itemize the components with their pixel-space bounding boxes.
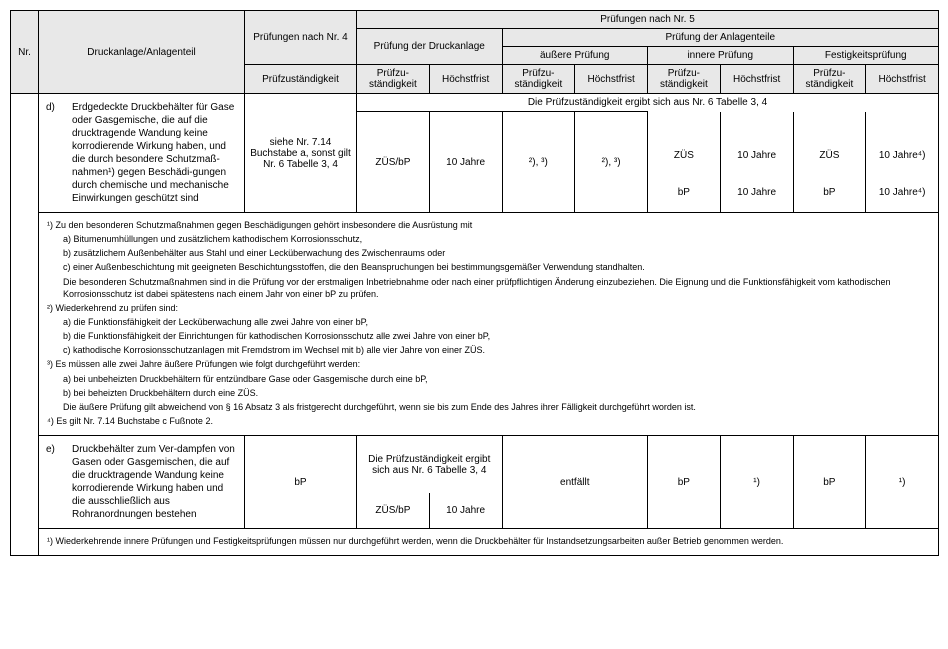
hdr-pr4: Prüfungen nach Nr. 4: [245, 11, 357, 65]
fn-d4: ⁴) Es gilt Nr. 7.14 Buchstabe c Fußnote …: [47, 415, 930, 427]
fn-d1a: a) Bitumenumhüllungen und zusätzlichem k…: [47, 233, 930, 245]
fn-d2b: b) die Funktionsfähigkeit der Einrichtun…: [47, 330, 930, 342]
row-d-fe-prz1: ZÜS: [793, 112, 866, 185]
hdr-druckanlage: Prüfung der Druckanlage: [357, 29, 503, 65]
row-e-note: Die Prüfzuständigkeit ergibt sich aus Nr…: [357, 436, 503, 494]
row-e-pr4: bP: [245, 436, 357, 529]
row-d-text: Erdgedeckte Druckbehälter für Gase oder …: [72, 101, 237, 205]
row-d-ae-prz: ²), ³): [502, 112, 575, 213]
fn-d3t: Die äußere Prüfung gilt abweichend von §…: [47, 401, 930, 413]
hdr-aeussere: äußere Prüfung: [502, 47, 648, 65]
row-d-pr4: siehe Nr. 7.14 Buchstabe a, sonst gilt N…: [245, 94, 357, 213]
row-d-nr-cont: [11, 213, 39, 436]
row-e-letter: e): [46, 443, 64, 521]
fn-d3: ³) Es müssen alle zwei Jahre äußere Prüf…: [47, 358, 930, 370]
row-d-fe-frist1: 10 Jahre⁴): [866, 112, 939, 185]
row-d-desc: d) Erdgedeckte Druckbehälter für Gase od…: [39, 94, 245, 213]
row-e-fe-prz: bP: [793, 436, 866, 529]
fn-d2a: a) die Funktionsfähigkeit der Lecküberwa…: [47, 316, 930, 328]
fn-d3b: b) bei beheizten Druckbehältern durch ei…: [47, 387, 930, 399]
hdr-festigkeit: Festigkeitsprüfung: [793, 47, 939, 65]
row-d-letter: d): [46, 101, 64, 205]
row-d-fe-prz2: bP: [793, 184, 866, 213]
hdr-frist: Höchstfrist: [720, 65, 793, 94]
hdr-anlage: Druckanlage/Anlagenteil: [39, 11, 245, 94]
row-d-dr-frist: 10 Jahre: [429, 112, 502, 213]
row-e-fe-frist: ¹): [866, 436, 939, 529]
row-e-in-frist: ¹): [720, 436, 793, 529]
row-e-nr: [11, 436, 39, 529]
hdr-zustaendigkeit: Prüfzuständigkeit: [245, 65, 357, 94]
row-e-dr-frist: 10 Jahre: [429, 493, 502, 528]
hdr-prz: Prüfzu- ständigkeit: [357, 65, 430, 94]
hdr-frist: Höchstfrist: [575, 65, 648, 94]
row-d-ae-frist: ²), ³): [575, 112, 648, 213]
row-d-nr: [11, 94, 39, 213]
hdr-prz: Prüfzu- ständigkeit: [648, 65, 721, 94]
row-e-in-prz: bP: [648, 436, 721, 529]
row-d-in-prz2: bP: [648, 184, 721, 213]
fn-d1b: b) zusätzlichem Außenbehälter aus Stahl …: [47, 247, 930, 259]
hdr-nr: Nr.: [11, 11, 39, 94]
hdr-prz: Prüfzu- ständigkeit: [502, 65, 575, 94]
row-d-in-prz1: ZÜS: [648, 112, 721, 185]
hdr-pr5: Prüfungen nach Nr. 5: [357, 11, 939, 29]
footnotes-e: ¹) Wiederkehrende innere Prüfungen und F…: [39, 529, 939, 556]
fn-d1t: Die besonderen Schutzmaßnahmen sind in d…: [47, 276, 930, 300]
row-d-dr-prz: ZÜS/bP: [357, 112, 430, 213]
hdr-frist: Höchstfrist: [429, 65, 502, 94]
row-d-in-frist2: 10 Jahre: [720, 184, 793, 213]
regulation-table: Nr. Druckanlage/Anlagenteil Prüfungen na…: [10, 10, 939, 556]
row-e-text: Druckbehälter zum Ver-dampfen von Gasen …: [72, 443, 237, 521]
row-e-dr-prz: ZÜS/bP: [357, 493, 430, 528]
hdr-innere: innere Prüfung: [648, 47, 794, 65]
row-e-ae: entfällt: [502, 436, 648, 529]
fn-e1: ¹) Wiederkehrende innere Prüfungen und F…: [47, 535, 930, 547]
footnotes-d: ¹) Zu den besonderen Schutzmaßnahmen geg…: [39, 213, 939, 436]
fn-d2c: c) kathodische Korrosionsschutzanlagen m…: [47, 344, 930, 356]
hdr-prz: Prüfzu- ständigkeit: [793, 65, 866, 94]
hdr-teile: Prüfung der Anlagenteile: [502, 29, 939, 47]
fn-d2: ²) Wiederkehrend zu prüfen sind:: [47, 302, 930, 314]
row-e-desc: e) Druckbehälter zum Ver-dampfen von Gas…: [39, 436, 245, 529]
fn-d3a: a) bei unbeheizten Druckbehältern für en…: [47, 373, 930, 385]
fn-d1c: c) einer Außenbeschichtung mit geeignete…: [47, 261, 930, 273]
row-d-in-frist1: 10 Jahre: [720, 112, 793, 185]
row-d-note: Die Prüfzuständigkeit ergibt sich aus Nr…: [357, 94, 939, 112]
fn-d1: ¹) Zu den besonderen Schutzmaßnahmen geg…: [47, 219, 930, 231]
hdr-frist: Höchstfrist: [866, 65, 939, 94]
row-d-fe-frist2: 10 Jahre⁴): [866, 184, 939, 213]
row-e-nr-cont: [11, 529, 39, 556]
